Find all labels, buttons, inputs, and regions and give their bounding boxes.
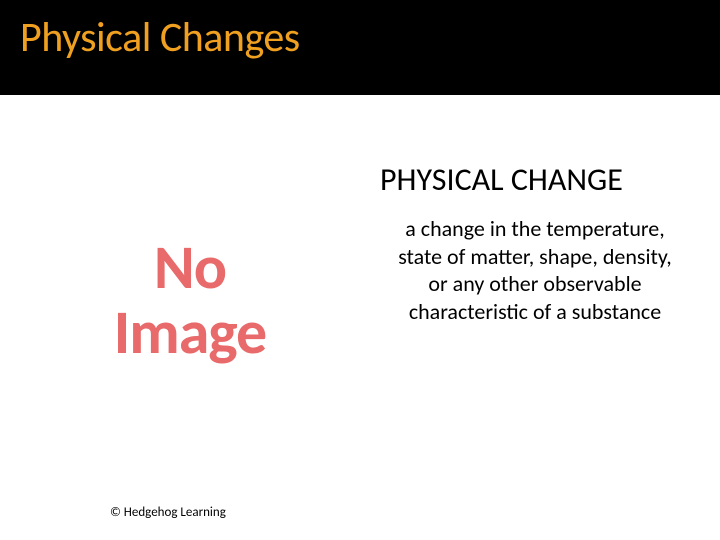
- term-heading: PHYSICAL CHANGE: [380, 160, 690, 199]
- title-bar: Physical Changes: [0, 0, 720, 95]
- slide-title: Physical Changes: [20, 12, 700, 63]
- image-placeholder-region: No Image: [30, 145, 350, 455]
- content-area: No Image PHYSICAL CHANGE a change in the…: [0, 95, 720, 475]
- definition-region: PHYSICAL CHANGE a change in the temperat…: [380, 145, 690, 455]
- copyright-footer: © Hedgehog Learning: [110, 505, 226, 520]
- no-image-line1: No: [114, 235, 267, 300]
- term-definition: a change in the temperature, state of ma…: [380, 215, 690, 325]
- no-image-line2: Image: [114, 300, 267, 365]
- no-image-placeholder: No Image: [114, 235, 267, 365]
